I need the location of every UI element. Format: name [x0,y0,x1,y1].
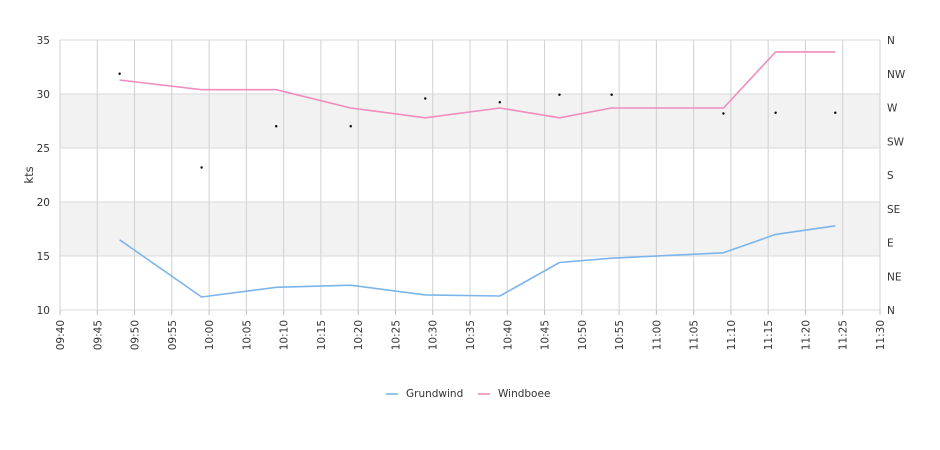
x-tick-label: 10:25 [390,320,402,350]
right-axis-ticks: N NE E SE S SW W NW N [887,35,906,317]
y-tick-label: 30 [37,89,50,101]
direction-point [200,166,203,169]
legend-label: Grundwind [406,388,463,400]
x-axis-ticks: 09:40 09:45 09:50 09:55 10:00 10:05 10:10 10:15… [55,310,887,350]
y-axis-ticks: 10 15 20 25 30 35 [37,35,50,317]
y-tick-label: 15 [37,251,50,263]
x-tick-label: 09:45 [92,320,104,350]
right-axis-label: N [887,35,895,47]
direction-point [610,93,613,96]
x-tick-label: 11:10 [726,320,738,350]
x-tick-label: 10:55 [614,320,626,350]
x-tick-label: 09:55 [167,320,179,350]
series-line-0 [119,225,836,298]
x-tick-label: 09:50 [130,320,142,350]
series-lines [119,51,836,298]
direction-point [498,101,502,104]
legend-label: Windboee [498,388,550,400]
direction-point [349,125,352,128]
x-tick-label: 10:05 [241,320,253,350]
y-tick-label: 25 [37,143,50,155]
x-tick-label: 11:30 [875,320,887,350]
direction-markers [118,72,837,169]
right-axis-label: SE [887,204,900,216]
x-tick-label: 10:45 [540,320,552,350]
direction-point [118,72,121,75]
x-tick-label: 11:05 [689,320,701,350]
x-tick-label: 11:20 [800,320,812,350]
y-tick-label: 20 [37,197,50,209]
x-tick-label: 11:00 [651,320,663,350]
right-axis-label: E [887,238,894,250]
right-axis-label: NE [887,271,902,283]
direction-point [274,125,278,128]
x-tick-label: 10:15 [316,320,328,350]
legend-item-1[interactable]: Windboee [478,388,550,400]
y-tick-label: 10 [37,305,50,317]
vertical-grid [59,40,881,310]
x-tick-label: 10:50 [577,320,589,350]
legend: Grundwind Windboee [386,388,550,400]
direction-point [558,93,561,96]
y-tick-label: 35 [37,35,50,47]
series-line-1 [119,51,836,119]
right-axis-label: SW [887,136,905,148]
x-tick-label: 10:30 [428,320,440,350]
x-tick-label: 11:25 [838,320,850,350]
right-axis-label: S [887,170,894,182]
x-tick-label: 11:15 [763,320,775,350]
x-tick-label: 10:20 [353,320,365,350]
right-axis-label: W [887,103,898,115]
direction-point [722,112,725,115]
x-tick-label: 10:40 [502,320,514,350]
right-axis-label: N [887,305,895,317]
direction-point [774,111,777,114]
direction-point [424,97,427,100]
right-axis-label: NW [887,69,906,81]
x-tick-label: 10:00 [204,320,216,350]
y-axis-label: kts [22,166,36,183]
x-tick-label: 10:10 [279,320,291,350]
legend-item-0[interactable]: Grundwind [386,388,463,400]
x-tick-label: 10:35 [465,320,477,350]
direction-point [834,111,837,114]
x-tick-label: 09:40 [55,320,67,350]
